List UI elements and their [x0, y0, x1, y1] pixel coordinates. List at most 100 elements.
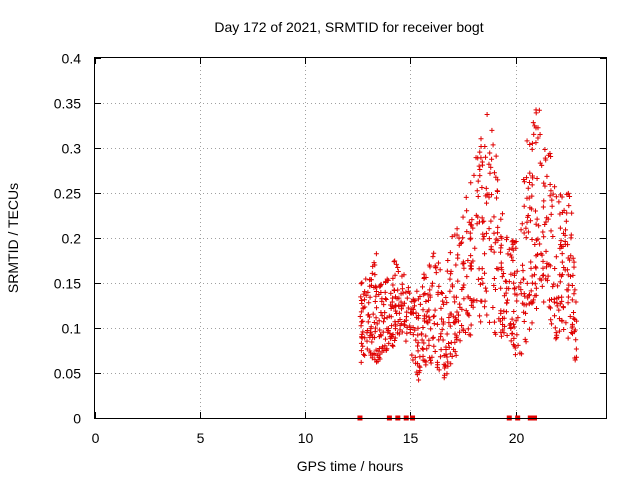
data-point — [503, 290, 509, 296]
data-point — [568, 232, 574, 238]
data-point — [449, 234, 455, 240]
data-point — [533, 285, 539, 291]
data-point — [523, 225, 529, 231]
data-point — [394, 311, 400, 317]
data-point — [528, 288, 534, 294]
data-point — [442, 365, 448, 371]
data-point — [484, 112, 490, 118]
data-point — [383, 296, 389, 302]
data-point — [550, 284, 556, 290]
data-point — [478, 136, 484, 142]
data-point — [489, 156, 495, 162]
data-point — [560, 305, 566, 311]
data-point — [417, 368, 423, 374]
data-point — [565, 294, 571, 300]
data-point — [519, 221, 525, 227]
data-point — [499, 235, 505, 241]
data-point — [529, 236, 535, 242]
data-point — [450, 284, 456, 290]
data-point — [529, 173, 535, 179]
data-point — [571, 309, 577, 315]
data-point — [573, 346, 579, 352]
data-point — [525, 229, 531, 235]
data-point — [537, 132, 543, 138]
data-point — [421, 340, 427, 346]
data-point — [521, 179, 527, 185]
data-point — [427, 317, 433, 323]
data-point — [436, 367, 442, 373]
data-point — [424, 319, 430, 325]
data-point — [378, 310, 384, 316]
data-point — [391, 259, 397, 265]
data-point — [405, 305, 411, 311]
data-point — [439, 316, 445, 322]
data-point — [417, 301, 423, 307]
data-point — [544, 173, 550, 179]
data-point — [547, 151, 553, 157]
data-point — [407, 323, 413, 329]
data-point — [421, 275, 427, 281]
data-point — [367, 350, 373, 356]
data-point — [526, 293, 532, 299]
data-point — [474, 188, 480, 194]
data-point — [502, 323, 508, 329]
data-point — [554, 300, 560, 306]
data-point — [452, 232, 458, 238]
data-point — [451, 320, 457, 326]
data-point — [361, 351, 367, 357]
data-point — [487, 170, 493, 176]
data-point — [393, 308, 399, 314]
data-point — [403, 289, 409, 295]
data-point — [427, 294, 433, 300]
data-point — [431, 313, 437, 319]
data-point — [567, 193, 573, 199]
data-point — [433, 264, 439, 270]
data-point — [431, 321, 437, 327]
data-point — [366, 314, 372, 320]
data-point — [482, 251, 488, 257]
y-tick-label: 0.35 — [54, 96, 81, 112]
data-point — [368, 329, 374, 335]
data-point — [467, 230, 473, 236]
data-point — [457, 338, 463, 344]
data-point — [404, 330, 410, 336]
data-point — [470, 258, 476, 264]
data-point — [453, 352, 459, 358]
data-point — [482, 298, 488, 304]
data-point — [523, 339, 529, 345]
data-point — [543, 219, 549, 225]
data-point — [466, 219, 472, 225]
data-point — [465, 311, 471, 317]
data-point — [461, 260, 467, 266]
data-point — [373, 325, 379, 331]
data-point — [434, 321, 440, 327]
data-point — [374, 284, 380, 290]
data-point — [541, 180, 547, 186]
data-point — [524, 219, 530, 225]
data-point — [407, 290, 413, 296]
data-point — [467, 263, 473, 269]
data-point — [460, 326, 466, 332]
data-point — [541, 299, 547, 305]
data-point — [552, 265, 558, 271]
data-point — [508, 252, 514, 258]
data-point — [529, 146, 535, 152]
data-point — [429, 280, 435, 286]
data-point — [483, 230, 489, 236]
data-point — [479, 275, 485, 281]
data-point — [382, 336, 388, 342]
data-point — [552, 313, 558, 319]
data-point — [371, 260, 377, 266]
data-point — [412, 303, 418, 309]
data-point — [437, 354, 443, 360]
data-point — [468, 302, 474, 308]
data-point — [460, 285, 466, 291]
data-point — [498, 310, 504, 316]
data-point — [376, 345, 382, 351]
data-point — [477, 313, 483, 319]
data-point — [477, 281, 483, 287]
data-point — [528, 218, 534, 224]
data-point — [518, 280, 524, 286]
data-point — [362, 304, 368, 310]
data-point — [444, 371, 450, 377]
